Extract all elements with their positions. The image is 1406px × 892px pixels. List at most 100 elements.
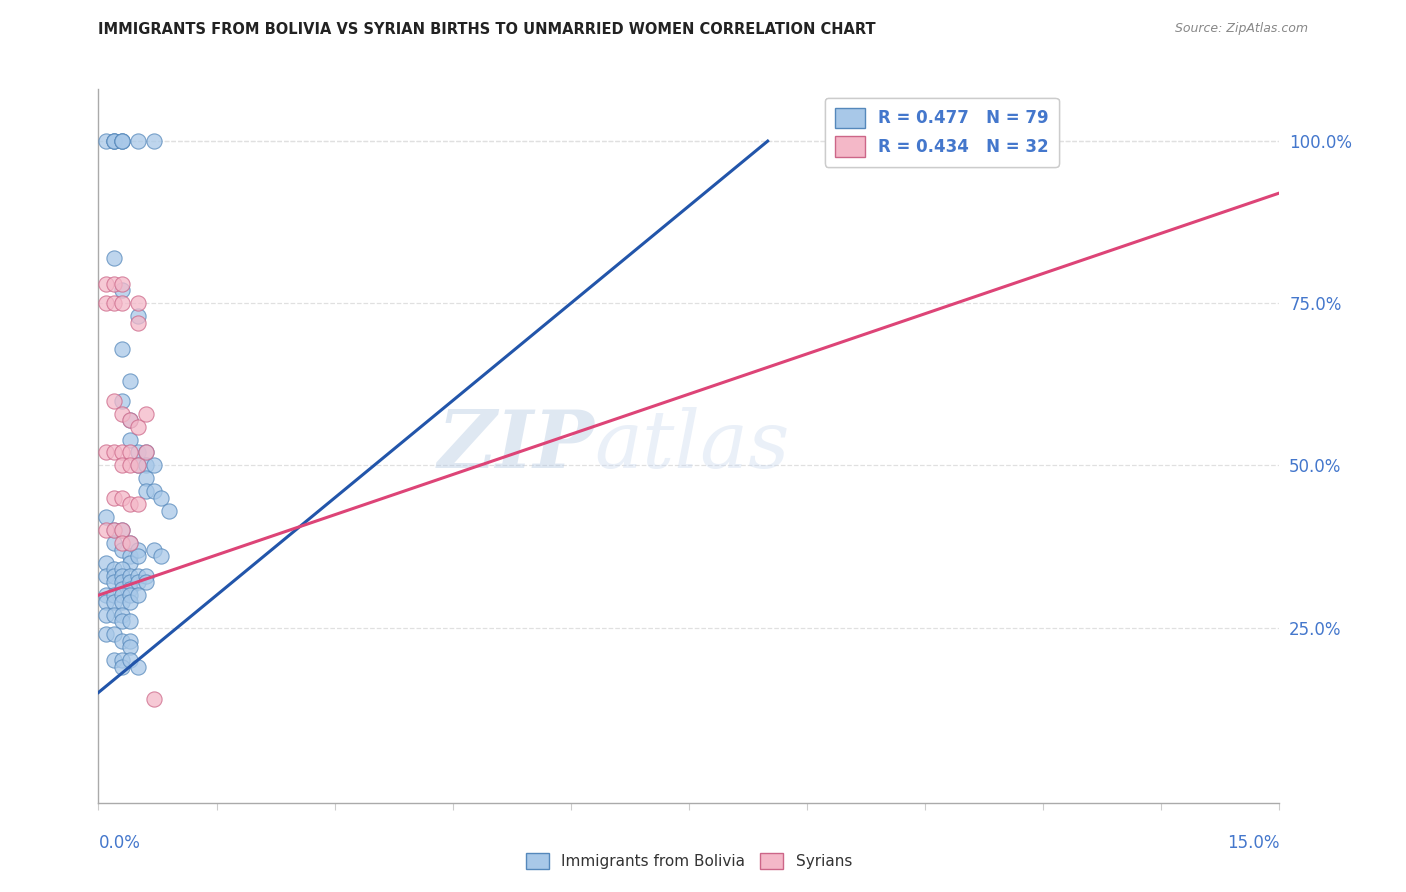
Point [111, 614, 134, 628]
Point [111, 568, 134, 582]
Point [127, 588, 149, 602]
Point [127, 659, 149, 673]
Point [96, 556, 118, 570]
Point [118, 633, 141, 648]
Point [118, 433, 141, 447]
Legend: Immigrants from Bolivia, Syrians: Immigrants from Bolivia, Syrians [520, 847, 858, 875]
Point [103, 575, 125, 590]
Point [96, 134, 118, 148]
Point [103, 251, 125, 265]
Point [103, 588, 125, 602]
Point [127, 458, 149, 473]
Text: IMMIGRANTS FROM BOLIVIA VS SYRIAN BIRTHS TO UNMARRIED WOMEN CORRELATION CHART: IMMIGRANTS FROM BOLIVIA VS SYRIAN BIRTHS… [98, 22, 876, 37]
Point [103, 296, 125, 310]
Point [111, 134, 134, 148]
Point [111, 562, 134, 576]
Point [111, 445, 134, 459]
Point [118, 536, 141, 550]
Point [127, 310, 149, 324]
Text: 0.0%: 0.0% [98, 834, 141, 852]
Point [111, 134, 134, 148]
Text: Source: ZipAtlas.com: Source: ZipAtlas.com [1174, 22, 1308, 36]
Point [111, 393, 134, 408]
Point [111, 659, 134, 673]
Point [142, 458, 165, 473]
Point [127, 497, 149, 511]
Point [103, 562, 125, 576]
Point [118, 575, 141, 590]
Point [96, 524, 118, 538]
Point [135, 458, 157, 473]
Point [127, 296, 149, 310]
Point [127, 575, 149, 590]
Point [103, 134, 125, 148]
Point [111, 407, 134, 421]
Point [118, 640, 141, 654]
Point [150, 549, 173, 564]
Point [135, 445, 157, 459]
Point [103, 277, 125, 291]
Point [96, 277, 118, 291]
Point [103, 524, 125, 538]
Point [135, 445, 157, 459]
Point [118, 582, 141, 596]
Point [103, 607, 125, 622]
Point [111, 277, 134, 291]
Point [150, 491, 173, 505]
Point [111, 633, 134, 648]
Point [103, 524, 125, 538]
Point [142, 484, 165, 499]
Point [96, 296, 118, 310]
Point [111, 342, 134, 356]
Point [135, 407, 157, 421]
Point [111, 524, 134, 538]
Point [96, 568, 118, 582]
Point [111, 542, 134, 557]
Point [103, 393, 125, 408]
Point [96, 588, 118, 602]
Point [111, 595, 134, 609]
Point [127, 458, 149, 473]
Point [135, 568, 157, 582]
Point [127, 445, 149, 459]
Point [103, 627, 125, 641]
Point [118, 614, 141, 628]
Point [103, 595, 125, 609]
Point [96, 627, 118, 641]
Point [103, 445, 125, 459]
Text: ZIP: ZIP [437, 408, 595, 484]
Point [103, 536, 125, 550]
Point [127, 542, 149, 557]
Point [96, 607, 118, 622]
Point [111, 575, 134, 590]
Point [157, 504, 180, 518]
Point [127, 419, 149, 434]
Point [111, 582, 134, 596]
Text: atlas: atlas [595, 408, 790, 484]
Point [103, 491, 125, 505]
Point [118, 549, 141, 564]
Point [118, 413, 141, 427]
Point [111, 296, 134, 310]
Point [135, 575, 157, 590]
Point [118, 556, 141, 570]
Point [135, 484, 157, 499]
Point [118, 588, 141, 602]
Point [127, 549, 149, 564]
Point [111, 283, 134, 297]
Point [111, 588, 134, 602]
Point [127, 316, 149, 330]
Text: 15.0%: 15.0% [1227, 834, 1279, 852]
Point [142, 134, 165, 148]
Point [103, 134, 125, 148]
Point [96, 510, 118, 524]
Point [118, 497, 141, 511]
Point [111, 491, 134, 505]
Point [111, 653, 134, 667]
Point [118, 568, 141, 582]
Point [96, 595, 118, 609]
Point [103, 568, 125, 582]
Point [103, 653, 125, 667]
Point [111, 458, 134, 473]
Point [118, 536, 141, 550]
